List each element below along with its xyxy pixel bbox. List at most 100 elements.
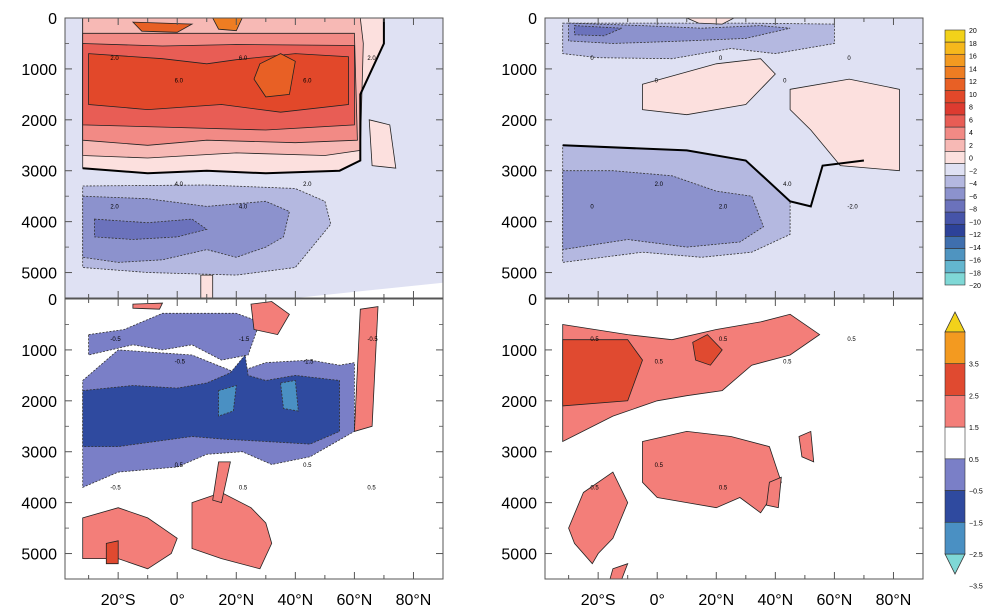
- contour-label: 0.5: [590, 485, 599, 491]
- contour-label: 2.0: [719, 204, 728, 210]
- plot-area: -0.5 -0.5 -1.5 -1.5 -0.5 -0.5 0.5 0.5 0.5 0.5: [65, 299, 443, 579]
- contour-region: [568, 471, 629, 565]
- colorbar-swatch: [944, 187, 966, 201]
- colorbar-swatch: [944, 66, 966, 79]
- colorbar-swatch: [944, 426, 966, 460]
- x-tick-label: 20°N: [218, 592, 254, 609]
- colorbar-swatch: [944, 331, 966, 365]
- x-tick-label: 0°: [170, 592, 185, 609]
- contour-region: [280, 380, 299, 412]
- contour-label: 0.5: [239, 485, 248, 491]
- plot-area: 2.0 6.0 6.0 6.0 2.0 2.0 4.0 4.0 2.0: [65, 18, 443, 298]
- colorbar-label: 20: [969, 28, 977, 35]
- contour-label: -0.5: [175, 359, 186, 365]
- contour-region: [686, 18, 735, 25]
- colorbar-swatch: [944, 114, 966, 128]
- x-tick-label: 40°N: [277, 592, 313, 609]
- panel-bottom-right: 0.5 0.5 0.5 0.5 0.5 0.5 0.5 0.5 0 1000 2000 3000 400…: [501, 292, 924, 609]
- colorbar-label: −2: [969, 168, 977, 175]
- x-tick-label: 20°S: [581, 592, 616, 609]
- y-tick-label: 4000: [21, 496, 57, 513]
- contour-label: 0.5: [847, 337, 856, 343]
- contour-label: 0.5: [367, 485, 376, 491]
- contour-label: 0: [847, 56, 851, 62]
- colorbar-label: 0: [969, 156, 973, 163]
- colorbar-label: −1.5: [969, 520, 983, 527]
- colorbar-swatch: [944, 151, 966, 164]
- panel-top-left: 2.0 6.0 6.0 6.0 2.0 2.0 4.0 4.0 2.0 0 1000 2000 3000…: [21, 11, 444, 299]
- contour-label: 4.0: [239, 204, 248, 210]
- colorbar-swatch: [944, 29, 966, 43]
- colorbar-label: −16: [969, 258, 981, 265]
- contour-label: -1.5: [303, 359, 314, 365]
- colorbar-swatch: [944, 102, 966, 116]
- colorbar-label: −18: [969, 270, 981, 277]
- contour-label: 4.0: [783, 182, 792, 188]
- contour-region: [353, 306, 379, 432]
- contour-label: 0.5: [719, 337, 728, 343]
- colorbar-label: −0.5: [969, 489, 983, 496]
- contour-region: [568, 22, 791, 44]
- colorbar-bottom: 3.5 2.5 1.5 0.5 −0.5 −1.5 −2.5 −3.5: [944, 311, 983, 591]
- contour-label: 6.0: [239, 56, 248, 62]
- y-tick-label: 2000: [501, 394, 537, 411]
- plot-area: 0 0 0 0 0 0 2.0 2.0 4.0 -2.0: [545, 18, 923, 298]
- colorbar-swatch: [944, 211, 966, 225]
- colorbar-swatch: [944, 90, 966, 104]
- y-tick-label: 2000: [21, 394, 57, 411]
- y-tick-label: 2000: [21, 113, 57, 130]
- colorbar-swatch: [944, 363, 966, 396]
- contour-label: 2.0: [110, 56, 119, 62]
- contour-label: 0: [783, 78, 787, 84]
- colorbar-label: −12: [969, 232, 981, 239]
- contour-label: -0.5: [110, 485, 121, 491]
- contour-region: [250, 301, 290, 336]
- plot-frame: [64, 17, 444, 299]
- x-tick-label: 40°N: [757, 592, 793, 609]
- contour-label: -1.5: [239, 337, 250, 343]
- contour-label: 0.5: [719, 485, 728, 491]
- contour-label: 6.0: [175, 78, 184, 84]
- y-tick-label: 3000: [21, 445, 57, 462]
- colorbar-swatch: [944, 260, 966, 274]
- contour-label: 0.5: [655, 463, 664, 469]
- contour-region: [562, 170, 764, 251]
- contour-region: [212, 18, 243, 32]
- colorbar-label: 2.5: [969, 393, 979, 400]
- colorbar-label: −14: [969, 245, 981, 252]
- y-tick-label: 4000: [21, 215, 57, 232]
- colorbar-swatch: [944, 248, 966, 262]
- y-tick-label: 3000: [501, 164, 537, 181]
- contour-region: [692, 334, 723, 366]
- y-tick-label: 3000: [501, 445, 537, 462]
- panel-top-right: 0 0 0 0 0 0 2.0 2.0 4.0 -2.0 0 1000 2000 3000 4000 5000: [501, 11, 924, 299]
- colorbar-swatch: [944, 199, 966, 213]
- colorbar-label: 12: [969, 79, 977, 86]
- contour-label: 4.0: [175, 182, 184, 188]
- y-tick-label: 1000: [501, 62, 537, 79]
- colorbar-swatch: [944, 78, 966, 92]
- colorbar-label: 1.5: [969, 425, 979, 432]
- colorbar-swatch: [944, 175, 966, 189]
- contour-label: 2.0: [110, 204, 119, 210]
- contour-region: [253, 53, 296, 98]
- colorbar-label: 8: [969, 105, 973, 112]
- colorbar-label: −4: [969, 181, 977, 188]
- y-tick-label: 5000: [501, 266, 537, 283]
- y-tick-label: 3000: [21, 164, 57, 181]
- y-tick-label: 0: [48, 11, 57, 28]
- seafloor-mask: [295, 282, 443, 298]
- colorbar-label: −10: [969, 219, 981, 226]
- colorbar-label: 16: [969, 54, 977, 61]
- colorbar-label: −8: [969, 207, 977, 214]
- colorbar-swatch: [944, 126, 966, 140]
- contour-region: [94, 218, 208, 240]
- colorbar-label: 4: [969, 130, 973, 137]
- contour-region: [642, 430, 782, 514]
- contour-region: [789, 78, 900, 172]
- colorbar-swatch: [944, 490, 966, 523]
- panel-bottom-left: -0.5 -0.5 -1.5 -1.5 -0.5 -0.5 0.5 0.5 0.5 0.5 0 100…: [21, 292, 444, 609]
- contour-label: 2.0: [303, 182, 312, 188]
- contour-label: -0.5: [110, 337, 121, 343]
